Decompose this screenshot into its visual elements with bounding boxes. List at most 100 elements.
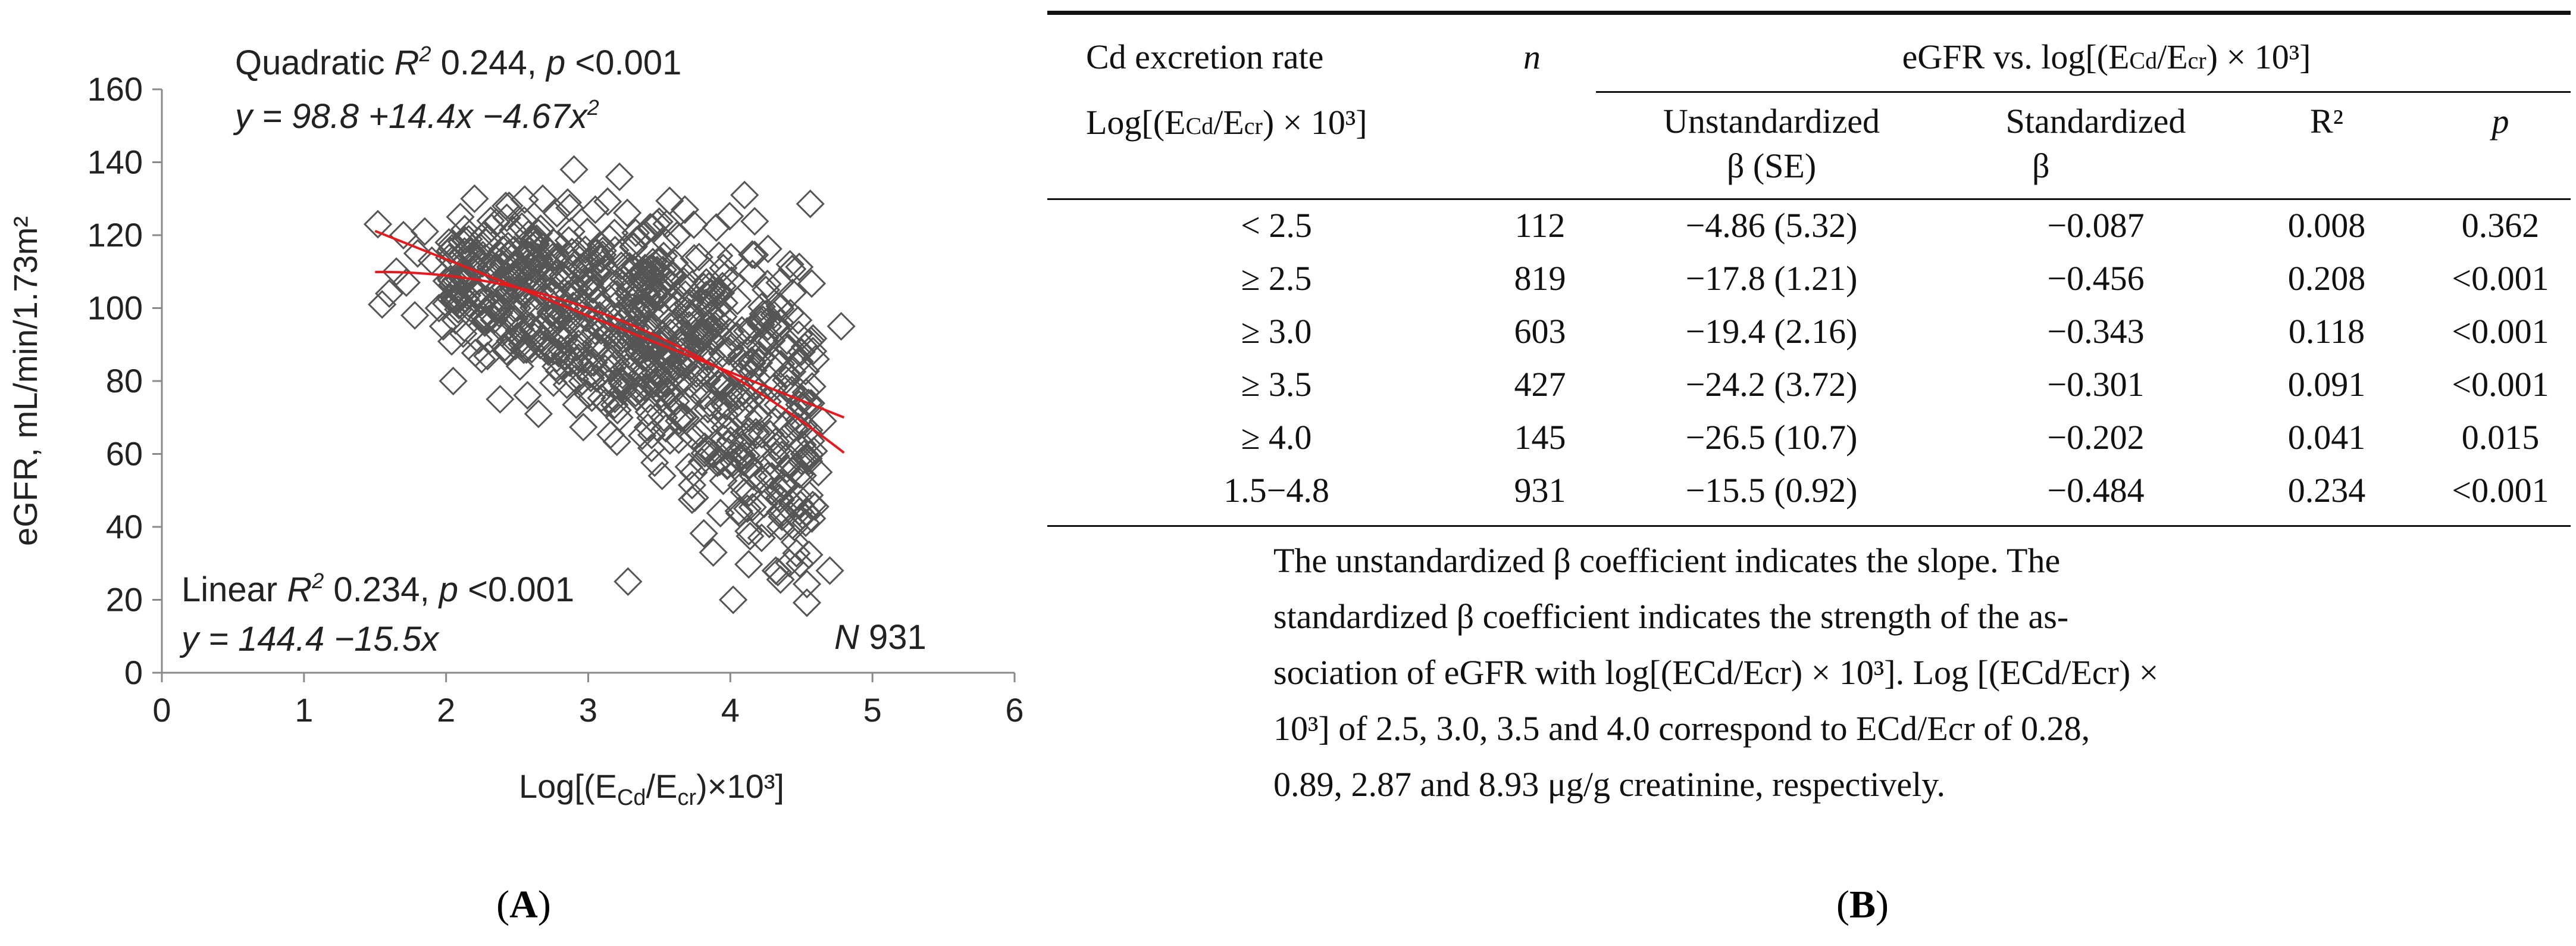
cell-range: ≥ 3.5 — [1241, 365, 1312, 404]
data-point — [510, 279, 539, 308]
data-point — [747, 344, 776, 373]
data-point — [791, 357, 820, 386]
data-point — [797, 372, 827, 401]
data-point — [622, 382, 652, 411]
data-point — [549, 264, 578, 293]
data-point — [675, 298, 705, 327]
data-point — [628, 359, 657, 388]
y-tick-label: 80 — [106, 362, 143, 399]
data-point — [702, 213, 731, 242]
quadratic-p: <0.001 — [565, 43, 681, 82]
data-point — [792, 569, 822, 599]
data-point — [448, 264, 478, 294]
data-point — [827, 312, 856, 341]
data-point — [523, 243, 553, 272]
cell-range: ≥ 3.0 — [1241, 312, 1312, 351]
header-p: p — [2492, 102, 2509, 141]
data-point — [669, 271, 699, 301]
data-point — [542, 242, 571, 271]
data-point — [509, 335, 539, 364]
cell-n: 427 — [1514, 365, 1566, 404]
data-point — [715, 317, 745, 346]
data-point — [499, 216, 528, 245]
data-point — [644, 207, 674, 236]
data-point — [450, 214, 480, 244]
data-point — [438, 270, 467, 299]
data-point — [662, 221, 692, 250]
y-tick-label: 40 — [106, 508, 143, 545]
data-point — [562, 390, 591, 419]
data-point — [680, 243, 709, 273]
data-point — [410, 217, 439, 246]
data-point — [815, 556, 844, 585]
data-point — [715, 381, 744, 411]
data-point — [608, 376, 637, 405]
data-point — [769, 469, 798, 498]
data-point — [677, 485, 707, 514]
data-point — [517, 251, 546, 281]
data-point — [486, 385, 515, 414]
cell-r2: 0.118 — [2288, 312, 2365, 351]
data-point — [363, 210, 393, 239]
data-point — [547, 335, 576, 364]
data-point — [528, 184, 558, 213]
data-point — [605, 302, 634, 331]
data-point — [753, 312, 782, 341]
data-point — [509, 206, 539, 235]
data-point — [496, 306, 525, 335]
data-point — [614, 256, 643, 285]
data-point — [557, 238, 587, 267]
data-point — [637, 420, 666, 449]
data-point — [490, 333, 519, 362]
cell-beta: −15.5 (0.92) — [1685, 471, 1858, 510]
data-point — [624, 277, 653, 306]
data-point — [655, 389, 684, 419]
data-point — [693, 342, 722, 371]
data-point — [454, 298, 483, 327]
cell-n: 603 — [1514, 312, 1566, 351]
data-point — [542, 344, 571, 373]
data-point — [796, 389, 826, 418]
data-point — [537, 313, 566, 342]
data-point — [772, 374, 802, 403]
data-point — [679, 210, 709, 239]
data-point — [437, 230, 466, 259]
data-point — [764, 474, 794, 504]
data-point — [494, 191, 524, 220]
data-point — [456, 238, 486, 267]
data-point — [510, 185, 539, 214]
header-egfr-group: eGFR vs. log[(ECd/Ecr) × 10³] — [1902, 38, 2311, 76]
data-point — [577, 383, 606, 413]
data-point — [524, 399, 553, 429]
panel-a: 0 1 2 3 4 5 6 0 20 40 60 80 100 120 140 160 Quadratic R… — [0, 0, 1047, 943]
data-point — [596, 420, 625, 449]
data-point — [737, 346, 766, 376]
data-point — [403, 239, 433, 268]
linear-equation: y = 144.4 −15.5x — [179, 620, 440, 658]
table-note: The unstandardized β coefficient indicat… — [1273, 533, 2499, 813]
data-point — [774, 333, 803, 363]
data-point — [565, 245, 594, 274]
data-point — [639, 282, 669, 311]
data-point — [714, 376, 744, 406]
data-point — [740, 241, 769, 270]
data-point — [438, 245, 467, 274]
data-point — [471, 243, 500, 273]
data-point — [778, 357, 807, 386]
linear-fit-line — [374, 230, 845, 419]
data-point — [470, 220, 499, 249]
data-point — [669, 267, 699, 296]
data-point — [666, 319, 696, 348]
data-point — [640, 448, 669, 477]
data-point — [778, 254, 807, 284]
data-point — [476, 206, 505, 235]
data-point — [652, 228, 681, 257]
data-point — [505, 352, 534, 381]
data-point — [775, 249, 805, 279]
data-point — [582, 364, 612, 393]
data-point — [766, 565, 795, 594]
x-axis-title: Log[(ECd/Ecr)×10³] — [519, 767, 784, 810]
data-point — [718, 585, 748, 614]
data-point — [661, 386, 690, 416]
